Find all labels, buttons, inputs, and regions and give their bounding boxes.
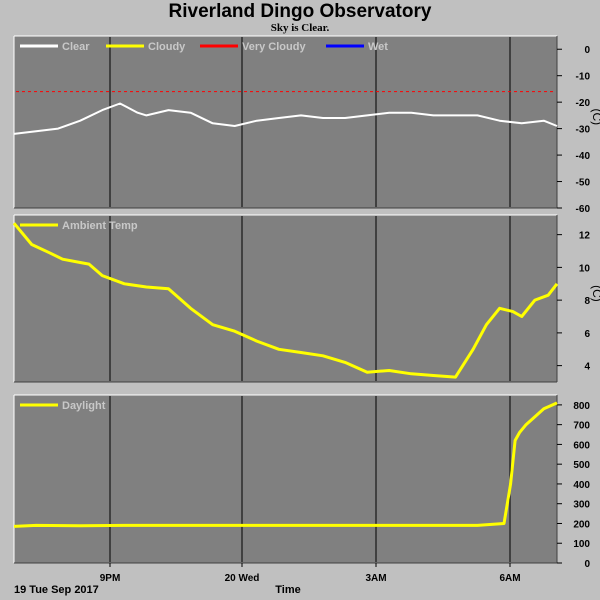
legend-label-clear: Clear xyxy=(62,41,90,53)
y-tick-label: 600 xyxy=(573,440,590,451)
y-tick-label: 300 xyxy=(573,500,590,511)
y-tick-label: 400 xyxy=(573,480,590,491)
y-tick-label: 500 xyxy=(573,460,590,471)
y-tick-label: 200 xyxy=(573,519,590,530)
x-tick-label: 6AM xyxy=(499,573,520,584)
sky-condition-status: Sky is Clear. xyxy=(270,22,330,34)
legend-label-very-cloudy: Very Cloudy xyxy=(242,41,306,53)
series-line-ambient-temp xyxy=(12,222,559,379)
x-axis-label: Time xyxy=(275,584,300,596)
daylight-panel: 800 700 600 500 400 300 200 100 0 Daylight xyxy=(13,394,590,570)
y-tick-label: 0 xyxy=(584,45,590,56)
series-line-clear xyxy=(13,102,558,135)
panel-background xyxy=(14,36,557,208)
ambient-temp-panel: 12 10 8 6 4 (C) Ambient Temp xyxy=(12,214,600,383)
page-title: Riverland Dingo Observatory xyxy=(168,1,432,22)
y-tick-label: -60 xyxy=(576,204,591,215)
y-tick-label: 4 xyxy=(584,362,590,373)
series-line-daylight xyxy=(13,401,558,528)
y-tick-label: 6 xyxy=(584,329,590,340)
x-tick-label: 20 Wed xyxy=(225,573,260,584)
legend-label-ambient-temp: Ambient Temp xyxy=(62,220,138,232)
y-tick-label: 8 xyxy=(584,296,590,307)
legend-label-daylight: Daylight xyxy=(62,400,106,412)
y-tick-label: -40 xyxy=(576,151,591,162)
y-tick-label: 12 xyxy=(579,231,591,242)
panel-background xyxy=(14,215,557,382)
legend-label-cloudy: Cloudy xyxy=(148,41,186,53)
y-unit-label: (C) xyxy=(590,109,600,126)
y-tick-label: -20 xyxy=(576,98,591,109)
y-tick-label: 100 xyxy=(573,539,590,550)
y-tick-label: 0 xyxy=(584,559,590,570)
y-tick-label: 700 xyxy=(573,421,590,432)
y-tick-label: 10 xyxy=(579,263,591,274)
x-tick-label: 9PM xyxy=(100,573,121,584)
y-tick-label: -10 xyxy=(576,72,591,83)
x-axis-start-date: 19 Tue Sep 2017 xyxy=(14,584,99,596)
panel-background xyxy=(14,395,557,563)
y-tick-label: -50 xyxy=(576,178,591,189)
y-tick-label: 800 xyxy=(573,401,590,412)
sky-temperature-panel: 0 -10 -20 -30 -40 -50 -60 (C) Clear Cloudy Very Cl… xyxy=(13,35,600,215)
x-tick-label: 3AM xyxy=(365,573,386,584)
y-unit-label: (C) xyxy=(590,285,600,302)
y-tick-label: -30 xyxy=(576,125,591,136)
legend-label-wet: Wet xyxy=(368,41,388,53)
